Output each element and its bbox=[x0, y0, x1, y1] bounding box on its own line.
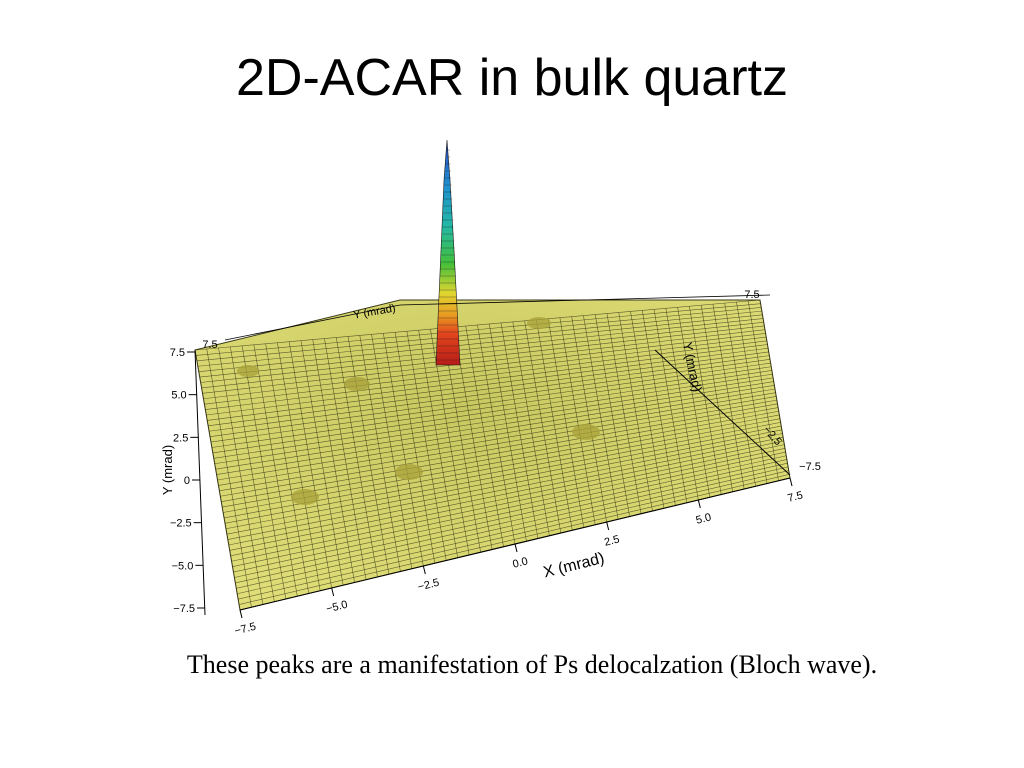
x-tick-mark bbox=[331, 587, 335, 597]
x-tick-label: −5.0 bbox=[325, 599, 349, 616]
satellite-peak bbox=[237, 365, 259, 377]
mesh-line bbox=[197, 310, 762, 367]
mesh-line bbox=[198, 314, 763, 372]
satellite-peak bbox=[344, 377, 370, 391]
mesh-line bbox=[700, 305, 734, 492]
satellite-peak bbox=[291, 489, 319, 505]
x-tick-mark bbox=[789, 477, 793, 487]
slide-title: 2D-ACAR in bulk quartz bbox=[236, 49, 788, 107]
satellite-peaks bbox=[237, 317, 600, 505]
y-axis-label: Y (mrad) bbox=[160, 445, 175, 495]
x-tick-mark bbox=[422, 565, 426, 575]
mesh-line bbox=[195, 303, 761, 356]
slide-caption: These peaks are a manifestation of Ps de… bbox=[186, 650, 878, 679]
mesh-line bbox=[195, 300, 761, 351]
mesh-line bbox=[200, 321, 764, 383]
satellite-peak bbox=[572, 424, 600, 440]
x-axis-back: 7.5 7.5 Y (mrad) bbox=[202, 289, 771, 351]
mesh-line bbox=[712, 304, 745, 490]
x-tick-label: 2.5 bbox=[603, 533, 621, 548]
y-tick-label: −2.5 bbox=[170, 518, 192, 530]
mesh-line bbox=[201, 325, 765, 389]
acar-surface-plot: −7.5 −5.0 −2.5 0 2.5 5.0 7.5 Y (mrad) −7.5 −5.0… bbox=[160, 139, 821, 638]
mesh-line bbox=[747, 300, 779, 481]
x-tick-label: −2.5 bbox=[417, 577, 441, 594]
x-tick-label: −7.5 bbox=[233, 621, 257, 638]
satellite-peak bbox=[527, 317, 551, 329]
x-tick-mark bbox=[697, 499, 701, 509]
back-tick: 7.5 bbox=[202, 339, 217, 351]
mesh-line bbox=[736, 302, 768, 484]
x-tick-mark bbox=[606, 521, 610, 531]
y-right-tick: −7.5 bbox=[799, 461, 821, 473]
back-tick: 7.5 bbox=[744, 289, 759, 301]
y-axis: −7.5 −5.0 −2.5 0 2.5 5.0 7.5 Y (mrad) bbox=[160, 347, 206, 616]
mesh-line bbox=[677, 307, 711, 498]
mesh-line bbox=[689, 306, 722, 495]
mesh-line bbox=[199, 318, 764, 378]
mesh-line bbox=[202, 329, 766, 394]
mesh-line bbox=[196, 307, 762, 362]
x-tick-label: 7.5 bbox=[786, 489, 804, 504]
y-tick-label: 5.0 bbox=[171, 390, 186, 402]
mesh-line bbox=[724, 303, 756, 487]
x-tick-label: 0.0 bbox=[511, 555, 529, 570]
x-axis-label: X (mrad) bbox=[542, 550, 606, 582]
central-peak bbox=[435, 139, 461, 366]
x-tick-mark bbox=[239, 609, 243, 619]
surface-mesh bbox=[195, 300, 790, 610]
x-tick-mark bbox=[514, 543, 518, 553]
y-tick-label: −7.5 bbox=[173, 603, 195, 615]
y-tick-label: 2.5 bbox=[173, 432, 188, 444]
y-tick-label: −5.0 bbox=[172, 560, 194, 572]
x-tick-label: 5.0 bbox=[695, 511, 713, 526]
y-tick-label: 7.5 bbox=[170, 347, 185, 359]
satellite-peak bbox=[395, 464, 423, 480]
y-tick-label: 0 bbox=[184, 475, 190, 487]
